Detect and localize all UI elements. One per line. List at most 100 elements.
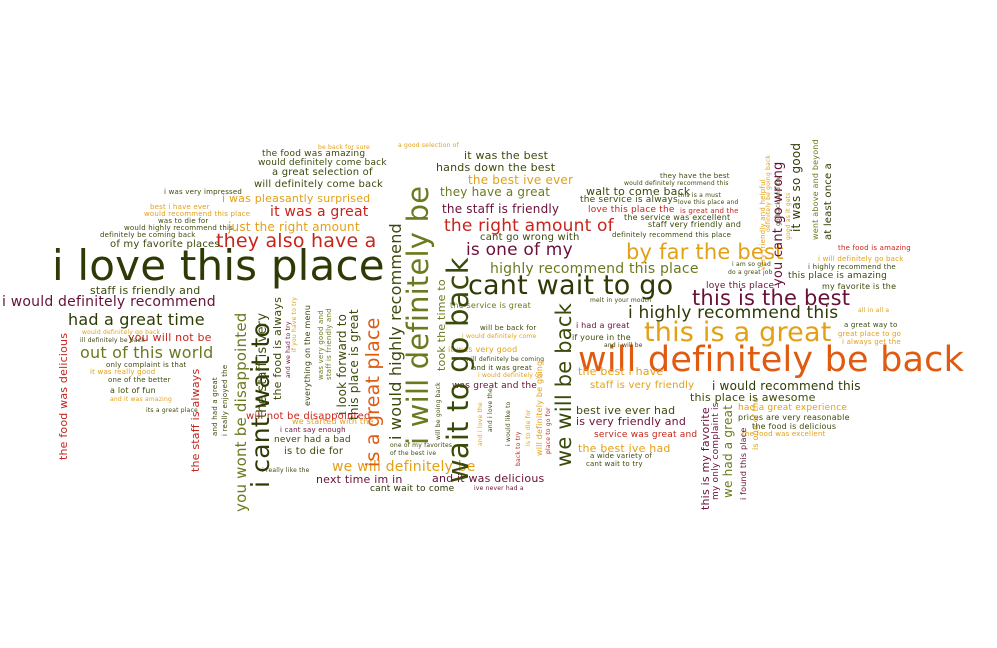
phrase: place to go for bbox=[545, 407, 552, 454]
phrase: had a great time bbox=[68, 310, 205, 329]
phrase: will definitely be going bbox=[535, 360, 544, 456]
phrase: the food is amazing bbox=[838, 244, 911, 252]
phrase: cant wait to try bbox=[586, 460, 643, 468]
phrase: love this place the bbox=[588, 205, 675, 215]
phrase: walt to come back bbox=[586, 185, 691, 198]
phrase: will definitely come back bbox=[254, 179, 384, 190]
phrase: if youre in the bbox=[572, 333, 631, 342]
phrase: we will definitely be bbox=[332, 459, 476, 475]
phrase: the best ive had bbox=[578, 442, 671, 455]
phrase: and i will be bbox=[604, 342, 643, 349]
phrase: hands down the best bbox=[436, 161, 556, 174]
phrase: next time im in bbox=[316, 473, 403, 486]
phrase: the right amount of bbox=[444, 216, 614, 236]
phrase: staff very friendly and bbox=[648, 220, 742, 229]
phrase: this place is great bbox=[347, 309, 361, 420]
phrase: the food was excellent bbox=[742, 430, 826, 438]
phrase: i love this place bbox=[52, 241, 385, 290]
phrase: everything on the menu bbox=[303, 304, 312, 406]
phrase: i found this place bbox=[739, 427, 748, 500]
phrase: is a great place bbox=[362, 317, 384, 468]
phrase: i would highly recommend bbox=[386, 223, 405, 440]
phrase: i would like to bbox=[505, 401, 512, 446]
phrase: was great and the bbox=[452, 381, 538, 391]
phrase: go back and try bbox=[775, 175, 782, 226]
phrase: only complaint is that bbox=[106, 361, 187, 369]
phrase: my favorite is the bbox=[822, 282, 897, 291]
phrase: will definitely be coming bbox=[466, 356, 545, 363]
phrase: best ive ever had bbox=[576, 404, 676, 417]
phrase: ill definitely be back bbox=[80, 337, 145, 344]
phrase: i really enjoyed the bbox=[221, 364, 229, 436]
phrase: you will not be bbox=[128, 331, 212, 344]
phrase: by far the best bbox=[626, 240, 784, 264]
phrase: out of this world bbox=[80, 343, 214, 362]
phrase: took the time to bbox=[435, 279, 448, 371]
phrase: i highly recommend the bbox=[808, 263, 896, 271]
phrase: just the right amount bbox=[228, 220, 360, 234]
phrase: great place to go bbox=[838, 330, 902, 338]
phrase: and had a great bbox=[211, 377, 219, 436]
phrase: is to die for bbox=[525, 409, 532, 446]
phrase: i would definitely go bbox=[478, 372, 543, 379]
phrase: is one of my bbox=[466, 240, 573, 260]
phrase: back to try bbox=[515, 431, 522, 466]
phrase: never had a bad bbox=[274, 435, 351, 445]
phrase: the best i have bbox=[578, 365, 664, 378]
phrase: will not be disappointed bbox=[246, 411, 371, 422]
phrase: one of my favorites bbox=[390, 442, 453, 449]
phrase: this place is amazing bbox=[788, 271, 888, 281]
phrase: and it was amazing bbox=[110, 396, 172, 403]
phrase: be back for sure bbox=[318, 144, 370, 151]
phrase: and i love the bbox=[477, 402, 484, 446]
phrase: will be back for bbox=[480, 324, 537, 332]
phrase: definitely be coming back bbox=[100, 231, 196, 239]
phrase: definitely be going back bbox=[765, 154, 772, 232]
phrase: i had a great bbox=[576, 321, 630, 330]
phrase: would definitely go back bbox=[82, 329, 161, 336]
phrase: was very good and bbox=[317, 310, 325, 380]
phrase: is to die for bbox=[284, 446, 344, 457]
phrase: cant wait to come bbox=[370, 484, 455, 494]
phrase: would definitely recommend this bbox=[624, 180, 729, 187]
phrase: the best ive ever bbox=[468, 173, 574, 187]
phrase: a lot of fun bbox=[110, 386, 156, 395]
phrase: i am so glad bbox=[732, 261, 772, 268]
phrase: i would definitely come bbox=[462, 333, 537, 340]
phrase: i really like the bbox=[262, 467, 310, 474]
phrase: the food was amazing bbox=[262, 149, 366, 159]
phrase: it was the best bbox=[464, 149, 549, 162]
phrase: i highly recommend this bbox=[628, 303, 839, 323]
phrase: the food is delicious bbox=[752, 422, 837, 431]
phrase: and it was delicious bbox=[432, 472, 545, 485]
phrase: a great selection of bbox=[272, 167, 373, 178]
phrase: is very friendly and bbox=[576, 415, 687, 428]
phrase: you wont be disappointed bbox=[232, 312, 250, 512]
phrase: the service is great bbox=[450, 301, 531, 310]
phrase: service was great and bbox=[594, 430, 698, 440]
phrase: staff is very friendly bbox=[590, 380, 695, 391]
phrase: would definitely come back bbox=[258, 158, 387, 168]
phrase: staff is friendly and bbox=[90, 284, 201, 297]
phrase: went above and beyond bbox=[811, 139, 820, 240]
phrase: we started with the bbox=[292, 417, 374, 426]
phrase: good as it gets bbox=[785, 192, 792, 240]
phrase: the service is always bbox=[580, 195, 678, 205]
phrase: cant wait to go bbox=[468, 270, 674, 301]
phrase: at least once a bbox=[823, 162, 834, 240]
phrase: all in all a bbox=[858, 307, 890, 314]
phrase: ive never had a bbox=[474, 485, 524, 492]
phrase: will be going back bbox=[435, 382, 442, 440]
phrase: wait to go back bbox=[441, 257, 475, 483]
phrase: the service was excellent bbox=[624, 213, 731, 222]
phrase: this is a great bbox=[644, 317, 832, 348]
phrase: i will definitely go back bbox=[818, 255, 904, 263]
phrase: this is the best bbox=[692, 286, 851, 310]
phrase: i will definitely be bbox=[401, 185, 435, 445]
phrase: i would definitely recommend bbox=[2, 294, 216, 310]
phrase: the staff is very bbox=[255, 312, 270, 418]
phrase: the food was delicious bbox=[57, 332, 70, 460]
phrase: staff is friendly and bbox=[325, 308, 333, 380]
phrase: it was really good bbox=[90, 368, 156, 376]
phrase: a great way to bbox=[844, 321, 898, 329]
